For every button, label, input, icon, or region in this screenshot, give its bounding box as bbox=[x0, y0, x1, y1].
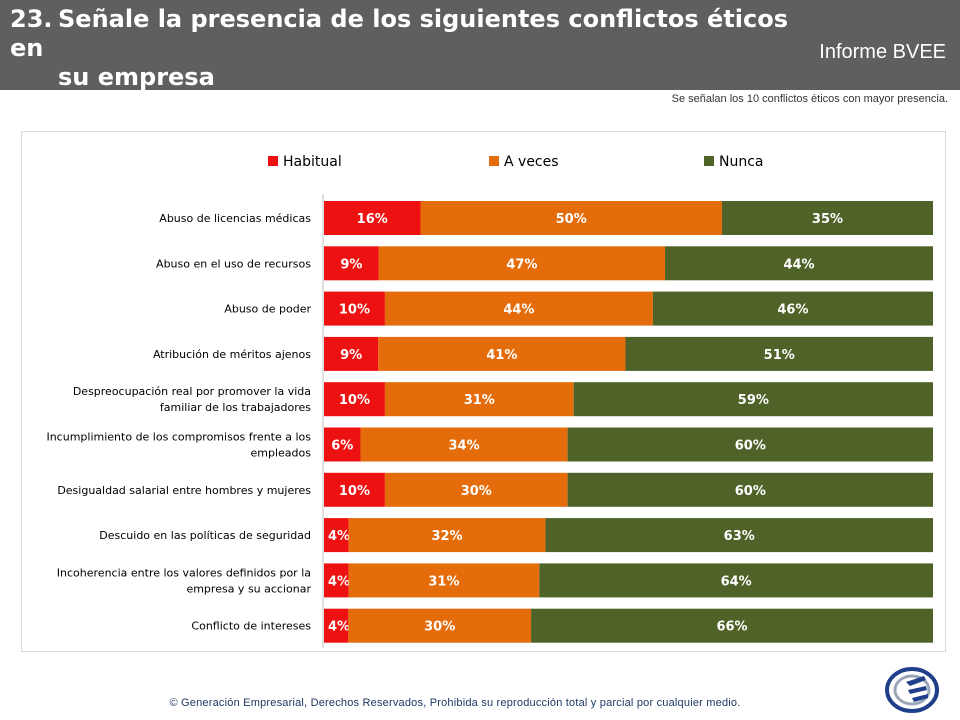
bar-8-2 bbox=[348, 518, 546, 553]
data-label-4-3: 51% bbox=[764, 348, 795, 363]
header-bar: 23. Señale la presencia de los siguientes… bbox=[0, 0, 960, 92]
category-label-9-line-1: Incoherencia entre los valores definidos… bbox=[57, 566, 311, 579]
bar-5-3 bbox=[573, 382, 933, 417]
stacked-bar-chart: Habitual A veces Nunca 16% 50% 35% Abuso de li… bbox=[46, 154, 933, 648]
bar-4-2 bbox=[378, 336, 626, 371]
page-title: 23. Señale la presencia de los siguientes… bbox=[10, 5, 800, 92]
bar-3-2 bbox=[384, 291, 653, 326]
data-label-7-2: 30% bbox=[461, 484, 492, 499]
bar-8-1 bbox=[324, 518, 349, 553]
category-label-8: Descuido en las políticas de seguridad bbox=[99, 529, 311, 542]
data-label-9-1: 4% bbox=[328, 574, 350, 589]
bar-9-1 bbox=[324, 563, 349, 598]
category-label-6-line-2: empleados bbox=[251, 447, 312, 460]
data-label-3-2: 44% bbox=[503, 303, 534, 318]
bar-8-3 bbox=[545, 518, 933, 553]
bar-1-3 bbox=[721, 201, 933, 235]
category-label-1: Abuso de licencias médicas bbox=[159, 212, 311, 225]
bar-9-3 bbox=[539, 563, 933, 598]
legend-label-1: Habitual bbox=[283, 154, 342, 170]
bar-10-1 bbox=[324, 608, 349, 643]
data-label-1-1: 16% bbox=[357, 212, 388, 227]
bar-4-1 bbox=[324, 336, 379, 371]
bar-6-2 bbox=[360, 427, 568, 462]
data-label-3-1: 10% bbox=[339, 303, 370, 318]
category-label-2: Abuso en el uso de recursos bbox=[156, 257, 311, 270]
bar-7-1 bbox=[324, 472, 385, 507]
category-label-3: Abuso de poder bbox=[224, 303, 311, 316]
bar-1-2 bbox=[420, 201, 722, 235]
bar-5-1 bbox=[324, 382, 385, 417]
data-label-8-1: 4% bbox=[328, 529, 350, 544]
chart-frame: Habitual A veces Nunca 16% 50% 35% Abuso de li… bbox=[21, 131, 946, 652]
title-line-1: Señale la presencia de los siguientes co… bbox=[10, 5, 788, 62]
category-label-10: Conflicto de intereses bbox=[191, 620, 311, 633]
bar-3-3 bbox=[652, 291, 933, 326]
data-label-2-2: 47% bbox=[506, 257, 537, 272]
question-number: 23. bbox=[10, 5, 53, 33]
data-label-6-2: 34% bbox=[449, 439, 480, 454]
data-label-10-1: 4% bbox=[328, 620, 350, 635]
bar-9-2 bbox=[348, 563, 540, 598]
data-label-6-1: 6% bbox=[331, 439, 353, 454]
category-label-6-line-1: Incumplimiento de los compromisos frente… bbox=[46, 431, 311, 444]
company-logo-icon bbox=[885, 667, 939, 713]
data-label-4-1: 9% bbox=[340, 348, 362, 363]
data-label-9-3: 64% bbox=[721, 574, 752, 589]
data-label-1-3: 35% bbox=[812, 212, 843, 227]
data-label-2-3: 44% bbox=[783, 257, 814, 272]
legend-label-2: A veces bbox=[504, 154, 559, 170]
data-label-7-3: 60% bbox=[735, 484, 766, 499]
data-label-5-2: 31% bbox=[464, 393, 495, 408]
category-label-9-line-2: empresa y su accionar bbox=[186, 582, 311, 595]
legend-swatch-3 bbox=[704, 156, 714, 166]
bar-7-2 bbox=[384, 472, 568, 507]
bar-1-1 bbox=[324, 201, 421, 235]
data-label-6-3: 60% bbox=[735, 439, 766, 454]
data-label-9-2: 31% bbox=[428, 574, 459, 589]
title-line-2: su empresa bbox=[58, 63, 215, 91]
data-label-10-2: 30% bbox=[424, 620, 455, 635]
bar-5-2 bbox=[384, 382, 574, 417]
data-label-7-1: 10% bbox=[339, 484, 370, 499]
bar-2-1 bbox=[324, 246, 379, 281]
bar-6-3 bbox=[567, 427, 933, 462]
data-label-8-2: 32% bbox=[431, 529, 462, 544]
data-label-10-3: 66% bbox=[716, 620, 747, 635]
chart-subtitle: Se señalan los 10 conflictos éticos con … bbox=[671, 93, 948, 105]
bar-2-3 bbox=[665, 246, 933, 281]
copyright-footer: © Generación Empresarial, Derechos Reser… bbox=[169, 697, 741, 709]
legend-swatch-2 bbox=[489, 156, 499, 166]
category-label-5-line-2: familiar de los trabajadores bbox=[160, 401, 311, 414]
bar-6-1 bbox=[324, 427, 361, 462]
bar-2-2 bbox=[378, 246, 666, 281]
data-label-5-1: 10% bbox=[339, 393, 370, 408]
legend-label-3: Nunca bbox=[719, 154, 764, 170]
bar-10-2 bbox=[348, 608, 532, 643]
data-label-3-3: 46% bbox=[777, 303, 808, 318]
data-label-2-1: 9% bbox=[340, 257, 362, 272]
report-label: Informe BVEE bbox=[819, 41, 946, 63]
data-label-8-3: 63% bbox=[724, 529, 755, 544]
legend-swatch-1 bbox=[268, 156, 278, 166]
bar-3-1 bbox=[324, 291, 385, 326]
bar-4-3 bbox=[625, 336, 933, 371]
data-label-1-2: 50% bbox=[556, 212, 587, 227]
category-label-4: Atribución de méritos ajenos bbox=[153, 348, 311, 361]
data-label-4-2: 41% bbox=[486, 348, 517, 363]
bar-10-3 bbox=[531, 608, 933, 643]
data-label-5-3: 59% bbox=[738, 393, 769, 408]
bar-7-3 bbox=[567, 472, 933, 507]
category-label-7: Desigualdad salarial entre hombres y muj… bbox=[57, 484, 311, 497]
category-label-5-line-1: Despreocupación real por promover la vid… bbox=[73, 385, 311, 398]
